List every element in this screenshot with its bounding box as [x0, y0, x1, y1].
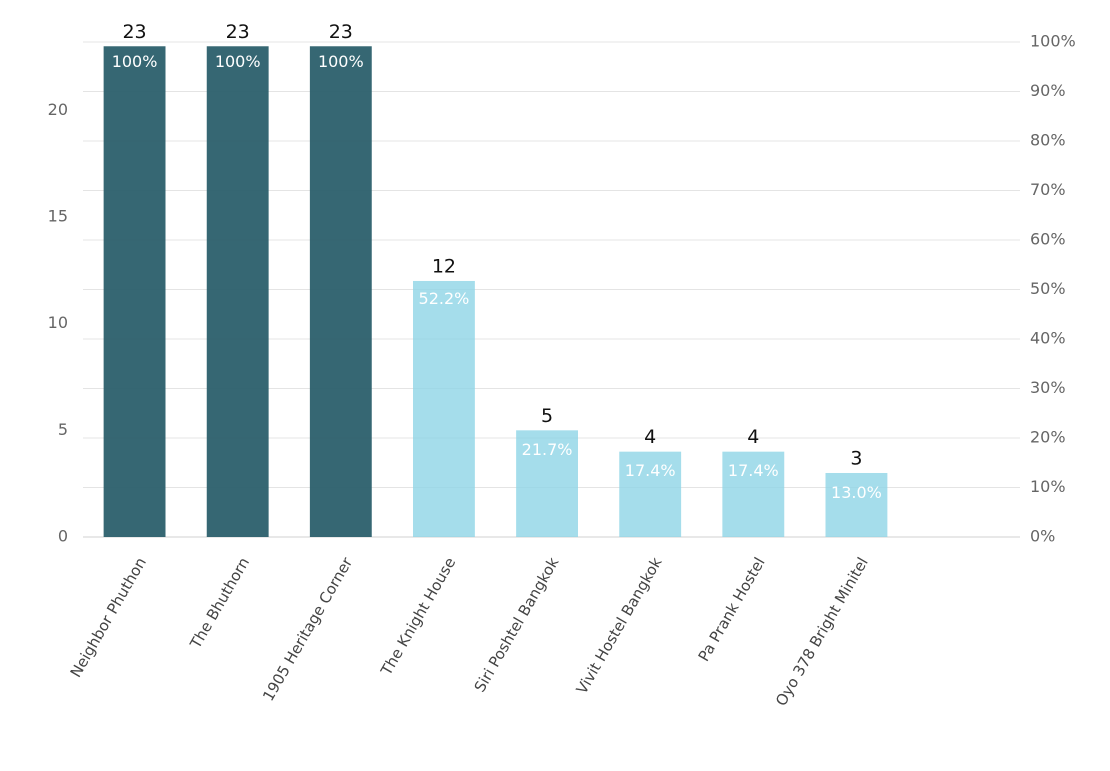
percent-label: 17.4%: [727, 460, 779, 480]
bar: [825, 472, 888, 537]
percent-label: 13.0%: [831, 482, 882, 502]
y2-tick-label: 100%: [1030, 32, 1076, 51]
percent-label: 52.2%: [418, 288, 470, 308]
value-label: 12: [432, 255, 456, 277]
y2-tick-label: 80%: [1030, 131, 1066, 150]
value-label: 4: [747, 426, 759, 448]
y-tick-label: 15: [48, 206, 68, 225]
bar: [206, 46, 269, 537]
y2-tick-label: 40%: [1030, 329, 1066, 348]
percent-label: 100%: [214, 52, 261, 71]
bar: [309, 46, 372, 537]
y-tick-label: 20: [48, 100, 68, 119]
x-tick-label: Pa Prank Hostel: [695, 554, 769, 664]
y2-tick-label: 10%: [1030, 477, 1066, 496]
value-label: 5: [541, 405, 553, 427]
x-tick-label: Neighbor Phuthon: [67, 554, 150, 680]
y2-tick-label: 30%: [1030, 378, 1066, 397]
x-tick-label: 1905 Heritage Corner: [259, 554, 356, 705]
value-label: 23: [226, 21, 250, 43]
bar: [619, 451, 682, 537]
y2-tick-label: 0%: [1030, 527, 1055, 546]
value-label: 23: [329, 21, 353, 43]
bar: [722, 451, 785, 537]
x-tick-label: The Bhuthorn: [186, 554, 253, 652]
percent-label: 100%: [111, 52, 158, 71]
x-tick-label: Siri Poshtel Bangkok: [471, 554, 563, 695]
y2-tick-label: 90%: [1030, 81, 1066, 100]
percent-label: 21.7%: [521, 439, 573, 459]
x-tick-label: Vivit Hostel Bangkok: [573, 554, 666, 697]
y2-tick-label: 50%: [1030, 279, 1066, 298]
y-tick-label: 0: [58, 527, 68, 546]
bar: [413, 280, 475, 537]
bar: [103, 46, 166, 537]
percent-label: 100%: [317, 52, 364, 71]
y2-tick-label: 60%: [1030, 230, 1066, 249]
x-tick-label: Oyo 378 Bright Minitel: [772, 554, 872, 709]
y-tick-label: 10: [48, 313, 68, 332]
value-label: 4: [644, 426, 656, 448]
value-label: 3: [850, 447, 862, 469]
y2-tick-label: 70%: [1030, 180, 1066, 199]
percent-label: 17.4%: [624, 460, 676, 480]
y-tick-label: 5: [58, 420, 68, 439]
y2-tick-label: 20%: [1030, 428, 1066, 447]
x-tick-label: The Knight House: [377, 554, 460, 679]
bar: [516, 430, 578, 537]
value-label: 23: [122, 21, 146, 43]
